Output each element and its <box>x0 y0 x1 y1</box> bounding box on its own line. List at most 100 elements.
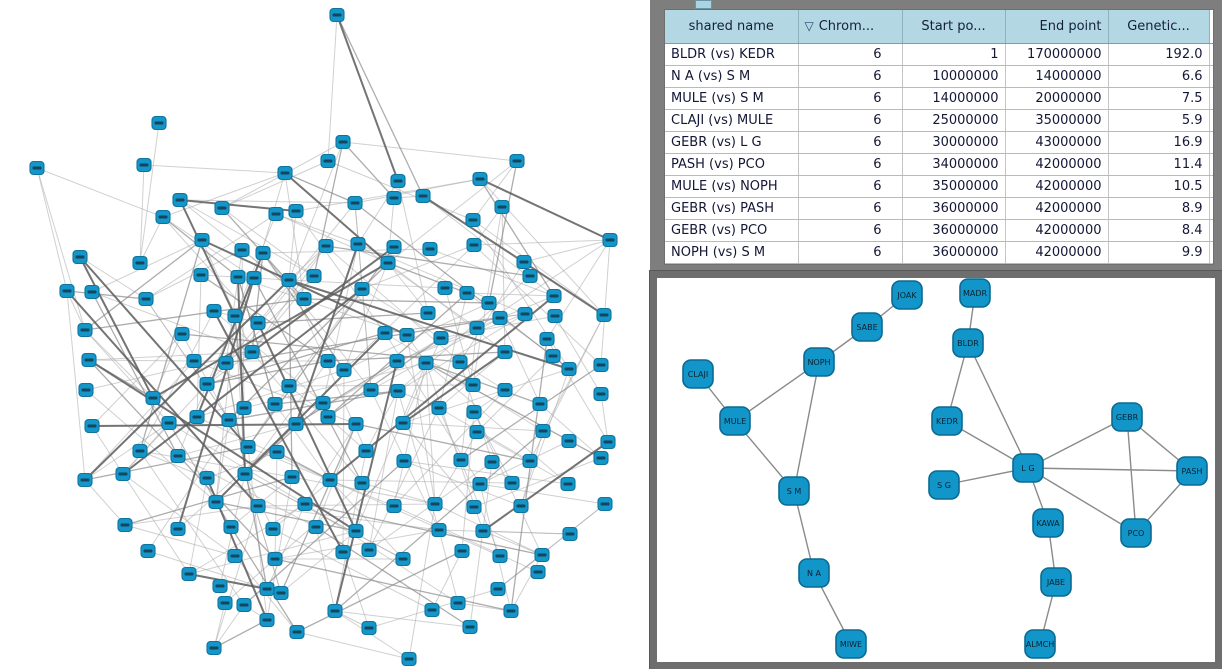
network-node[interactable] <box>284 469 300 485</box>
network-node[interactable] <box>459 285 475 301</box>
network-node[interactable] <box>281 378 297 394</box>
network-node[interactable] <box>161 415 177 431</box>
network-node[interactable] <box>561 361 577 377</box>
network-node[interactable] <box>517 306 533 322</box>
network-node[interactable] <box>246 270 262 286</box>
network-node[interactable] <box>534 547 550 563</box>
table-cell[interactable]: 7.5 <box>1108 87 1210 110</box>
network-node[interactable] <box>395 415 411 431</box>
network-node[interactable] <box>532 396 548 412</box>
network-edge-NOPH-SM[interactable] <box>793 361 820 492</box>
table-cell[interactable]: 36000000 <box>902 219 1006 242</box>
table-cell[interactable]: BLDR (vs) KEDR <box>665 43 799 66</box>
network-node[interactable] <box>145 390 161 406</box>
table-cell[interactable]: N A (vs) S M <box>665 65 799 88</box>
network-node[interactable] <box>361 620 377 636</box>
network-node-JOAK[interactable]: JOAK <box>891 280 923 310</box>
network-node[interactable] <box>530 564 546 580</box>
network-node[interactable] <box>431 522 447 538</box>
column-header-2[interactable]: Start po... <box>902 10 1006 44</box>
main-network-canvas[interactable] <box>0 0 650 669</box>
network-node-KAWA[interactable]: KAWA <box>1032 508 1064 538</box>
network-edge-BLDR-LG[interactable] <box>967 342 1029 469</box>
network-node-ALMCH[interactable]: ALMCH <box>1024 629 1056 659</box>
network-node[interactable] <box>465 212 481 228</box>
table-cell[interactable]: 6 <box>798 175 903 198</box>
network-node[interactable] <box>466 237 482 253</box>
table-cell[interactable]: 25000000 <box>902 109 1006 132</box>
network-node[interactable] <box>237 466 253 482</box>
network-node[interactable] <box>250 315 266 331</box>
network-node[interactable] <box>431 400 447 416</box>
network-node[interactable] <box>335 544 351 560</box>
network-node[interactable] <box>217 595 233 611</box>
network-node-PASH[interactable]: PASH <box>1176 456 1208 486</box>
column-header-4[interactable]: Genetic... <box>1108 10 1210 44</box>
network-node[interactable] <box>77 322 93 338</box>
table-cell[interactable]: 20000000 <box>1005 87 1109 110</box>
network-node-MIWE[interactable]: MIWE <box>835 629 867 659</box>
network-node[interactable] <box>401 651 417 667</box>
network-node[interactable] <box>390 173 406 189</box>
table-cell[interactable]: MULE (vs) NOPH <box>665 175 799 198</box>
network-node[interactable] <box>389 353 405 369</box>
table-cell[interactable]: 6 <box>798 43 903 66</box>
network-node-KEDR[interactable]: KEDR <box>931 406 963 436</box>
network-node[interactable] <box>596 307 612 323</box>
network-node[interactable] <box>348 416 364 432</box>
table-cell[interactable]: 16.9 <box>1108 131 1210 154</box>
network-node[interactable] <box>597 496 613 512</box>
network-node[interactable] <box>535 423 551 439</box>
network-node[interactable] <box>516 254 532 270</box>
network-node[interactable] <box>327 603 343 619</box>
network-node[interactable] <box>437 280 453 296</box>
network-node[interactable] <box>132 255 148 271</box>
network-node[interactable] <box>422 241 438 257</box>
network-node[interactable] <box>269 444 285 460</box>
network-edge-LG-GEBR[interactable] <box>1027 416 1128 469</box>
network-node[interactable] <box>155 209 171 225</box>
table-cell[interactable]: 192.0 <box>1108 43 1210 66</box>
network-node[interactable] <box>469 320 485 336</box>
network-node[interactable] <box>288 416 304 432</box>
network-node[interactable] <box>320 409 336 425</box>
network-node[interactable] <box>236 597 252 613</box>
network-node[interactable] <box>509 153 525 169</box>
network-node[interactable] <box>454 543 470 559</box>
network-node[interactable] <box>136 157 152 173</box>
table-cell[interactable]: 36000000 <box>902 241 1006 264</box>
network-node-SABE[interactable]: SABE <box>851 312 883 342</box>
network-node[interactable] <box>415 188 431 204</box>
network-node[interactable] <box>354 281 370 297</box>
network-node[interactable] <box>306 268 322 284</box>
network-node[interactable] <box>395 551 411 567</box>
network-node[interactable] <box>427 496 443 512</box>
network-node[interactable] <box>259 581 275 597</box>
network-node[interactable] <box>234 242 250 258</box>
network-node[interactable] <box>221 412 237 428</box>
network-node[interactable] <box>84 284 100 300</box>
network-node[interactable] <box>255 245 271 261</box>
network-node[interactable] <box>267 551 283 567</box>
table-cell[interactable]: 6 <box>798 65 903 88</box>
table-cell[interactable]: 43000000 <box>1005 131 1109 154</box>
network-node-SG[interactable]: S G <box>928 470 960 500</box>
table-cell[interactable]: 14000000 <box>1005 65 1109 88</box>
table-row[interactable]: N A (vs) S M 6 10000000 14000000 6.6 <box>665 65 1213 88</box>
network-node[interactable] <box>84 418 100 434</box>
network-node[interactable] <box>227 308 243 324</box>
network-node[interactable] <box>492 310 508 326</box>
network-node[interactable] <box>465 377 481 393</box>
network-node[interactable] <box>193 267 209 283</box>
network-node[interactable] <box>172 192 188 208</box>
network-node-BLDR[interactable]: BLDR <box>952 328 984 358</box>
table-cell[interactable]: 10000000 <box>902 65 1006 88</box>
network-node[interactable] <box>560 476 576 492</box>
network-node[interactable] <box>230 269 246 285</box>
network-node[interactable] <box>72 249 88 265</box>
network-node[interactable] <box>81 352 97 368</box>
table-row[interactable]: MULE (vs) NOPH 6 35000000 42000000 10.5 <box>665 175 1213 198</box>
network-node[interactable] <box>433 330 449 346</box>
network-node[interactable] <box>522 268 538 284</box>
table-cell[interactable]: 14000000 <box>902 87 1006 110</box>
